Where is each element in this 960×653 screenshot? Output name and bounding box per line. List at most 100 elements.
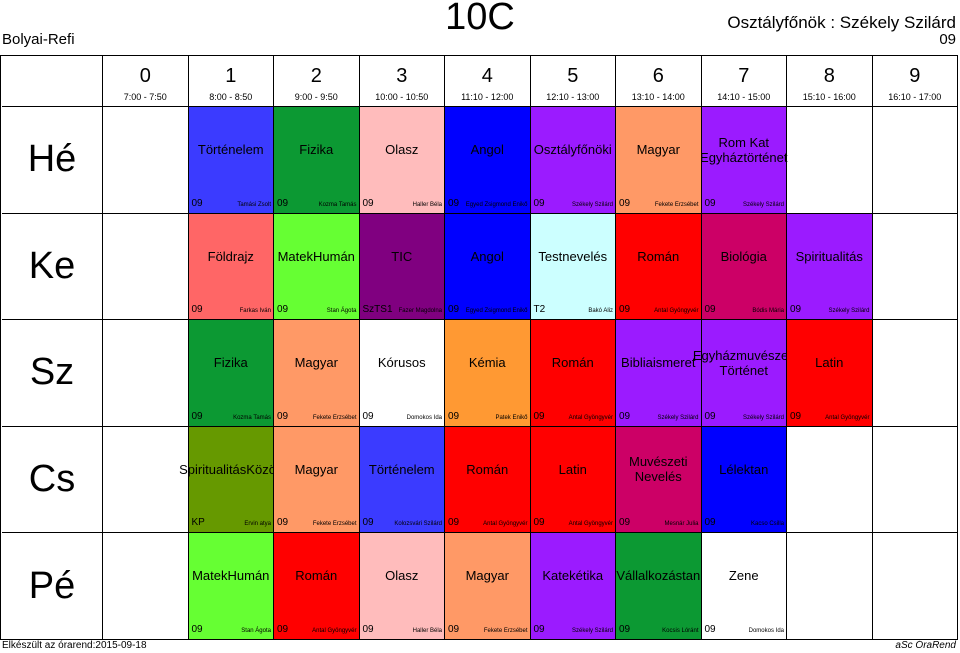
lesson-subject: Román [466,461,509,477]
lesson-subject: MatekHumán [192,568,270,584]
lesson-cell[interactable]: Egyházmuvészeti Történet 09 Székely Szilár… [693,320,795,427]
lesson-cell[interactable]: Testnevelés T2 Bakó Aliz [530,213,616,321]
lesson-teacher: Antal Gyöngyvér [568,521,613,528]
empty-cell [103,320,189,427]
period-number: 8 [823,65,835,87]
lesson-cell[interactable]: Román 09 Antal Gyöngyvér [445,426,531,534]
lesson-cell[interactable]: Kórusos 09 Domokos Ida [359,320,445,427]
lesson-cell[interactable]: TIC SzTS1 Fazer Magdolna [359,213,445,321]
lesson-subject: Angol [470,142,504,157]
lesson-cell[interactable]: Történelem 09 Tamási Zsolt [188,107,274,214]
lesson-subject: Magyar [294,355,338,371]
empty-cell [787,533,873,640]
lesson-room: T2 [533,304,546,316]
lesson-teacher: Székely Szilárd [571,627,613,634]
period-header: 6 13:10 - 14:00 [616,55,702,107]
lesson-room: 09 [619,304,631,316]
lesson-cell[interactable]: Történelem 09 Kolozsvári Szilárd [359,426,445,534]
lesson-cell[interactable]: Bibliaismeret 09 Székely Szilárd [616,320,702,427]
lesson-room: 09 [191,197,203,209]
lesson-subject: Muvészeti Nevelés [628,454,688,485]
lesson-subject: Spiritualitás [795,248,863,264]
lesson-cell[interactable]: Magyar 09 Fekete Erzsébet [616,107,702,214]
lesson-subject: Osztályfőnöki [533,142,612,157]
lesson-cell[interactable]: Román 09 Antal Gyöngyvér [274,533,360,640]
lesson-cell[interactable]: Fizika 09 Kozma Tamás [188,320,274,427]
lesson-teacher: Kozma Tamás [233,414,271,421]
lesson-cell[interactable]: Angol 09 Egyed Zsigmond Enikő [445,107,531,214]
lesson-cell[interactable]: Muvészeti Nevelés 09 Mesnár Julia [616,426,702,534]
lesson-teacher: Ervin atya [244,521,271,528]
lesson-room: 09 [191,304,203,316]
lesson-subject: Földrajz [207,248,254,264]
lesson-cell[interactable]: Zene 09 Domokos Ida [701,533,787,640]
lesson-cell[interactable]: Latin 09 Antal Gyöngyvér [787,320,873,427]
lesson-cell[interactable]: Rom Kat Egyháztörténet 09 Székely Szilárd [700,107,787,214]
lesson-cell[interactable]: Magyar 09 Fekete Erzsébet [445,533,531,640]
period-number: 9 [909,65,921,87]
lesson-room: SzTS1 [362,304,393,316]
lesson-room: KP [191,517,205,529]
lesson-cell[interactable]: Magyar 09 Fekete Erzsébet [274,426,360,534]
lesson-cell[interactable]: Olasz 09 Haller Béla [359,533,445,640]
lesson-subject: Fizika [213,355,248,371]
lesson-cell[interactable]: Földrajz 09 Farkas Iván [188,213,274,321]
lesson-cell[interactable]: Lélektan 09 Kacso Csilla [701,426,787,534]
lesson-cell[interactable]: MatekHumán 09 Stan Ágota [188,533,274,640]
lesson-cell[interactable]: Kémia 09 Patek Enikő [445,320,531,427]
lesson-cell[interactable]: Magyar 09 Fekete Erzsébet [274,320,360,427]
period-number: 2 [310,65,322,87]
lesson-cell[interactable]: Fizika 09 Kozma Tamás [274,107,360,214]
lesson-room: 09 [277,197,289,209]
lesson-room: 09 [448,517,460,529]
lesson-subject: Magyar [636,142,680,157]
empty-cell [872,426,958,534]
lesson-room: 09 [704,410,716,422]
lesson-subject: Fizika [299,142,334,157]
lesson-cell[interactable]: Angol 09 Egyed Zsigmond Enikő [445,213,531,321]
lesson-subject: Latin [815,355,844,371]
lesson-cell[interactable]: Román 09 Antal Gyöngyvér [530,320,616,427]
lesson-teacher: Székely Szilárd [828,308,870,315]
period-time: 16:10 - 17:00 [888,92,942,102]
lesson-subject: Testnevelés [538,248,608,264]
period-number: 6 [652,65,664,87]
day-label: Ke [2,213,103,321]
lesson-room: 09 [619,517,631,529]
empty-cell [872,213,958,321]
lesson-cell[interactable]: SpiritualitásKözös KP Ervin atya [179,426,282,534]
lesson-teacher: Egyed Zsigmond Enikő [465,201,528,208]
lesson-teacher: Haller Béla [412,201,442,208]
lesson-teacher: Tamási Zsolt [237,201,271,208]
lesson-room: 09 [362,410,374,422]
software-credit: aSc ÓraRend [895,640,956,651]
lesson-subject: MatekHumán [277,248,355,264]
corner-cell [2,55,103,107]
lesson-teacher: Stan Ágota [241,627,271,634]
lesson-cell[interactable]: Katekétika 09 Székely Szilárd [530,533,616,640]
lesson-cell[interactable]: MatekHumán 09 Stan Ágota [274,213,360,321]
lesson-teacher: Fekete Erzsébet [654,201,699,208]
lesson-cell[interactable]: Olasz 09 Haller Béla [359,107,445,214]
lesson-room: 09 [362,623,374,635]
period-time: 11:10 - 12:00 [461,92,514,102]
lesson-room: 09 [448,304,460,316]
lesson-cell[interactable]: Román 09 Antal Gyöngyvér [616,213,702,321]
lesson-subject: Magyar [465,568,509,584]
lesson-room: 09 [533,410,545,422]
lesson-cell[interactable]: Vállalkozástan 09 Kocsis Lóránt [616,533,702,640]
lesson-subject: Zene [728,568,759,584]
empty-cell [872,533,958,640]
lesson-cell[interactable]: Latin 09 Antal Gyöngyvér [530,426,616,534]
period-time: 8:00 - 8:50 [209,92,253,102]
lesson-cell[interactable]: Osztályfőnöki 09 Székely Szilárd [530,107,616,214]
period-number: 5 [567,65,579,87]
period-time: 12:10 - 13:00 [546,92,600,102]
lesson-cell[interactable]: Spiritualitás 09 Székely Szilárd [787,213,873,321]
lesson-cell[interactable]: Biológia 09 Bódis Mária [701,213,787,321]
day-label: Cs [2,426,103,534]
lesson-subject: Biológia [720,248,767,264]
school-name: Bolyai-Refi [2,31,75,48]
lesson-teacher: Antal Gyöngyvér [568,414,613,421]
timetable-grid: 0 7:00 - 7:50 1 8:00 - 8:50 2 9:00 - 9:50 3 10:… [2,55,958,640]
